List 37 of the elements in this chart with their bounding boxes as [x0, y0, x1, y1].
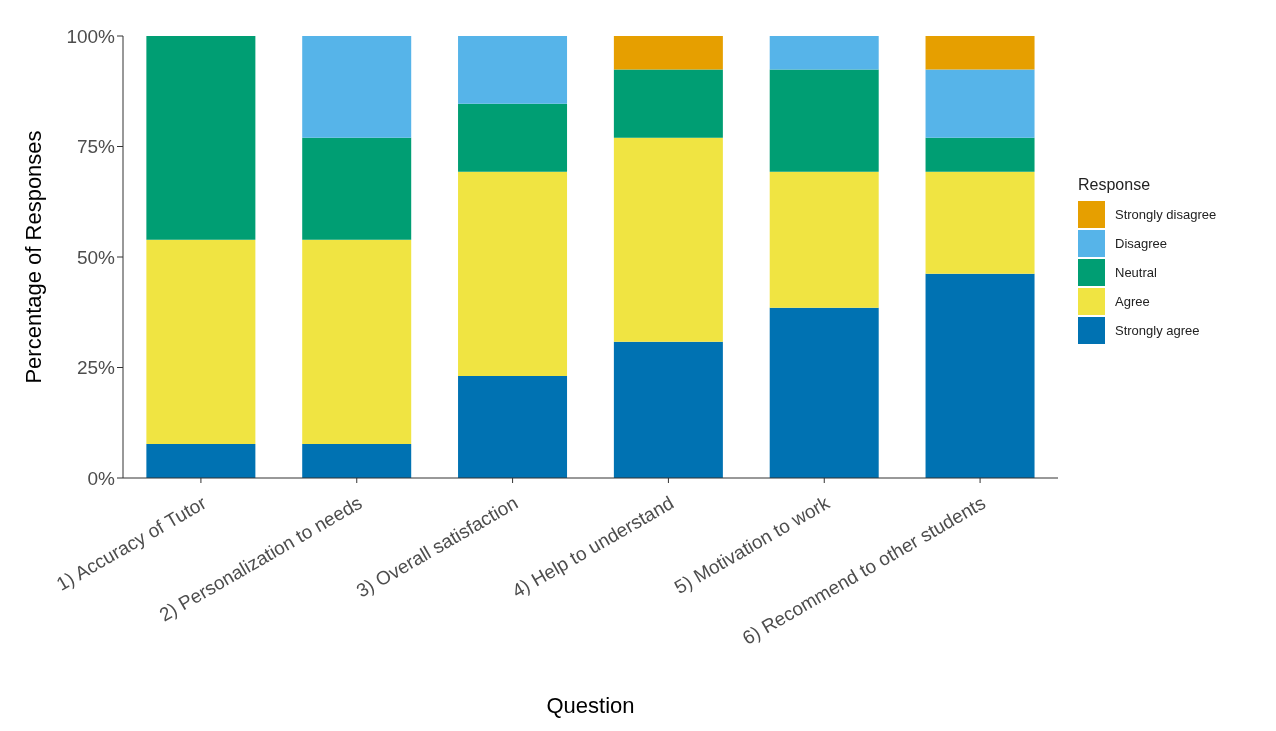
bar — [458, 171, 568, 376]
y-tick-label: 0% — [87, 467, 116, 489]
y-tick-label: 100% — [66, 25, 116, 47]
bar — [458, 375, 568, 478]
legend-label: Neutral — [1115, 265, 1157, 280]
bar — [925, 69, 1035, 138]
bar — [146, 443, 256, 478]
bar — [769, 36, 879, 70]
bar — [925, 137, 1035, 172]
bar — [302, 36, 412, 138]
bar — [769, 69, 879, 172]
legend-label: Strongly agree — [1115, 323, 1200, 338]
legend-label: Agree — [1115, 294, 1150, 309]
bar — [302, 137, 412, 240]
bar — [925, 36, 1035, 70]
y-tick-label: 75% — [76, 136, 116, 158]
bar — [146, 239, 256, 444]
bar — [458, 36, 568, 104]
bar — [769, 307, 879, 478]
bar — [458, 103, 568, 172]
bar — [302, 239, 412, 444]
bar — [302, 443, 412, 478]
bar — [146, 36, 256, 240]
bar — [925, 273, 1035, 478]
x-axis-title: Question — [546, 693, 635, 718]
y-tick-label: 50% — [76, 246, 116, 268]
bar — [613, 137, 723, 342]
y-tick-label: 25% — [76, 357, 116, 379]
bar — [613, 341, 723, 478]
legend-title: Response — [1078, 176, 1152, 194]
legend-label: Disagree — [1115, 236, 1168, 251]
bar — [613, 36, 723, 70]
bar — [925, 171, 1035, 274]
bar — [613, 69, 723, 138]
bar — [769, 171, 879, 308]
legend-label: Strongly disagree — [1115, 207, 1217, 222]
y-axis-title: Percentage of Responses — [20, 130, 46, 384]
